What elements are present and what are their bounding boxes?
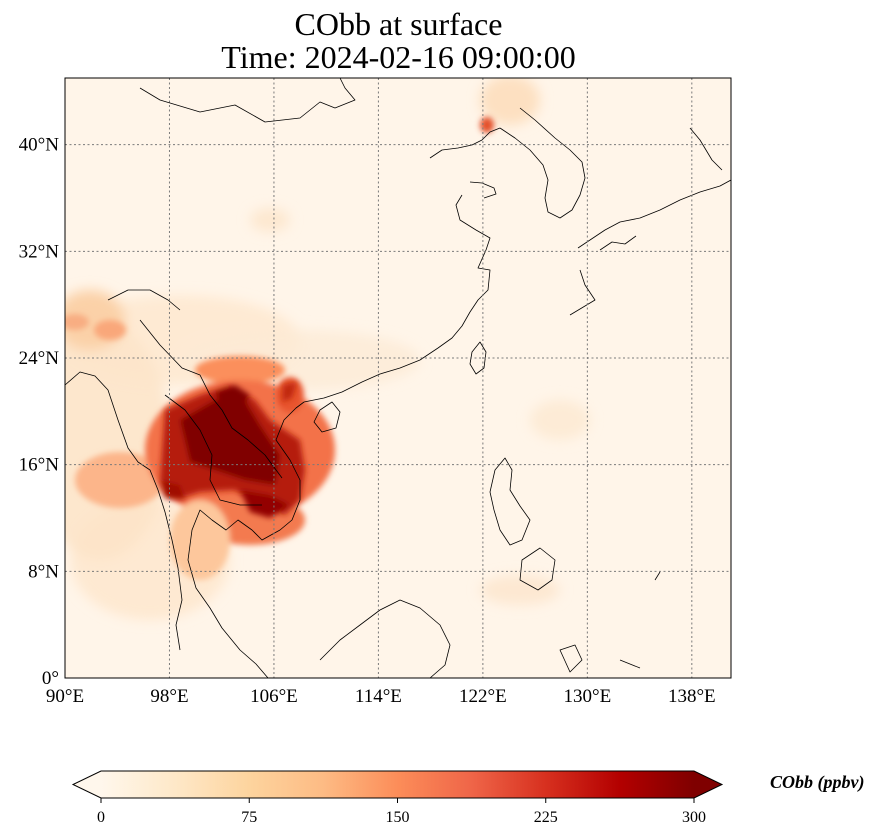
cobb-concentration-field <box>65 78 590 620</box>
longitude-tick-labels: 90°E 98°E 106°E 114°E 122°E 130°E 138°E <box>46 686 716 707</box>
colorbar: 0 75 150 225 300 CObb (ppbv) <box>71 770 864 826</box>
coastline-indonesia-east <box>559 571 661 673</box>
smoke-plume-high <box>160 382 305 518</box>
latitude-tick-label: 0° <box>42 668 59 689</box>
colorbar-tick-label: 225 <box>534 809 558 826</box>
map-gridlines <box>65 78 731 678</box>
latitude-tick-label: 16°N <box>19 455 60 476</box>
latitude-tick-labels: 0° 8°N 16°N 24°N 32°N 40°N <box>19 135 60 689</box>
coastline-philippines <box>489 457 556 591</box>
longitude-tick-label: 98°E <box>150 686 188 707</box>
colorbar-gradient <box>101 771 694 798</box>
coastline-korea <box>499 107 586 219</box>
longitude-tick-label: 130°E <box>563 686 611 707</box>
latitude-tick-label: 8°N <box>28 561 59 582</box>
coastline-myanmar <box>65 371 183 651</box>
map-time-subtitle: Time: 2024-02-16 09:00:00 <box>221 39 576 75</box>
coastline-borneo <box>319 599 451 678</box>
map-frame <box>64 77 732 679</box>
coastline-indochina <box>187 401 305 678</box>
colorbar-ticks: 0 75 150 225 300 <box>97 798 706 826</box>
coastline-taiwan <box>469 341 487 375</box>
coastline-japan <box>569 127 731 316</box>
longitude-tick-label: 122°E <box>459 686 507 707</box>
colorbar-max-extend <box>694 771 722 798</box>
border-mainland-se-asia <box>107 289 283 506</box>
longitude-tick-label: 106°E <box>250 686 298 707</box>
colorbar-tick-label: 75 <box>241 809 257 826</box>
latitude-tick-label: 32°N <box>19 241 60 262</box>
map-title: CObb at surface <box>294 6 503 42</box>
colorbar-min-extend <box>73 771 101 798</box>
latitude-tick-label: 24°N <box>19 348 60 369</box>
colorbar-tick-label: 150 <box>386 809 410 826</box>
longitude-tick-label: 138°E <box>668 686 716 707</box>
colorbar-tick-label: 300 <box>682 809 706 826</box>
longitude-tick-label: 114°E <box>355 686 402 707</box>
longitude-tick-label: 90°E <box>46 686 84 707</box>
latitude-tick-label: 40°N <box>19 135 60 156</box>
colorbar-tick-label: 0 <box>97 809 105 826</box>
coastline-hainan <box>313 401 341 433</box>
colorbar-label: CObb (ppbv) <box>770 772 864 793</box>
